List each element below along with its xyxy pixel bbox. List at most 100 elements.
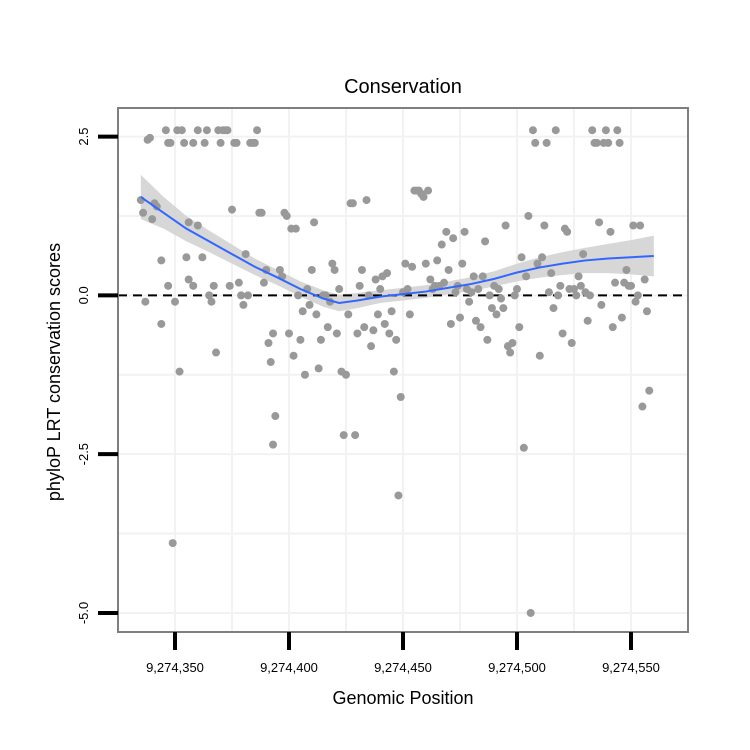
smooth-line — [140, 196, 654, 305]
data-point — [294, 291, 303, 300]
data-point — [232, 138, 241, 147]
data-point — [157, 256, 166, 265]
data-point — [269, 329, 278, 338]
data-point — [296, 335, 305, 344]
data-point — [638, 402, 647, 411]
data-point — [426, 275, 435, 284]
data-point — [184, 275, 193, 284]
data-point — [259, 278, 268, 287]
data-point — [332, 329, 341, 338]
data-point — [401, 259, 410, 268]
data-point — [209, 281, 218, 290]
data-point — [373, 310, 382, 319]
data-point — [585, 291, 594, 300]
data-point — [282, 211, 291, 220]
data-point — [444, 265, 453, 274]
data-point — [467, 288, 476, 297]
data-point — [180, 138, 189, 147]
data-point — [460, 227, 469, 236]
data-point — [606, 227, 615, 236]
data-point — [223, 126, 232, 135]
x-tick-label: 9,274,550 — [602, 660, 660, 675]
data-points — [136, 126, 654, 617]
x-tick-label: 9,274,350 — [146, 660, 204, 675]
data-point — [164, 281, 173, 290]
data-point — [631, 297, 640, 306]
data-point — [348, 199, 357, 208]
data-point — [351, 431, 360, 440]
data-point — [241, 250, 250, 259]
data-point — [193, 126, 202, 135]
x-tick-label: 9,274,450 — [374, 660, 432, 675]
data-point — [458, 259, 467, 268]
data-point — [344, 310, 353, 319]
data-point — [629, 221, 638, 230]
data-point — [335, 285, 344, 294]
data-point — [633, 291, 642, 300]
data-point — [207, 297, 216, 306]
data-point — [168, 539, 177, 548]
data-point — [225, 281, 234, 290]
data-point — [355, 281, 364, 290]
data-point — [558, 329, 567, 338]
data-point — [360, 323, 369, 332]
data-point — [269, 440, 278, 449]
data-point — [421, 259, 430, 268]
data-point — [257, 208, 266, 217]
data-point — [456, 313, 464, 322]
data-point — [316, 335, 325, 344]
data-point — [239, 300, 248, 309]
data-point — [583, 316, 592, 325]
data-point — [310, 218, 319, 227]
data-point — [563, 227, 572, 236]
data-point — [367, 342, 376, 351]
data-point — [549, 304, 558, 313]
data-point — [369, 326, 378, 335]
data-point — [419, 192, 428, 201]
data-point — [139, 208, 148, 217]
data-point — [497, 294, 506, 303]
data-point — [627, 281, 635, 290]
data-point — [604, 138, 613, 147]
data-point — [501, 221, 510, 230]
data-point — [544, 288, 553, 297]
data-point — [243, 291, 252, 300]
data-point — [396, 392, 405, 401]
data-point — [617, 313, 626, 322]
data-point — [551, 126, 560, 135]
data-point — [237, 291, 246, 300]
data-point — [405, 310, 414, 319]
data-point — [533, 259, 542, 268]
data-point — [353, 329, 362, 338]
data-point — [323, 323, 332, 332]
data-point — [300, 370, 309, 379]
data-point — [592, 138, 601, 147]
data-point — [579, 250, 588, 259]
data-point — [469, 272, 478, 281]
data-point — [433, 256, 442, 265]
data-point — [567, 339, 576, 348]
data-point — [385, 329, 394, 338]
data-point — [216, 138, 225, 147]
data-point — [271, 412, 280, 421]
x-axis-label: Genomic Position — [332, 688, 473, 708]
data-point — [437, 240, 446, 249]
data-point — [314, 364, 323, 373]
data-point — [474, 285, 483, 294]
data-point — [380, 319, 389, 328]
data-point — [601, 126, 610, 135]
data-point — [494, 285, 503, 294]
data-point — [446, 319, 455, 328]
data-point — [556, 281, 565, 290]
x-tick-label: 9,274,500 — [488, 660, 546, 675]
data-point — [478, 272, 487, 281]
data-point — [645, 386, 654, 395]
y-axis-ticks: 2.5 0.0 -2.5 -5.0 — [76, 128, 118, 624]
data-point — [198, 253, 207, 262]
data-point — [145, 133, 154, 142]
data-point — [476, 323, 485, 332]
data-point — [622, 265, 631, 274]
data-point — [383, 269, 392, 278]
data-point — [615, 138, 624, 147]
y-tick-label: 2.5 — [76, 128, 91, 146]
